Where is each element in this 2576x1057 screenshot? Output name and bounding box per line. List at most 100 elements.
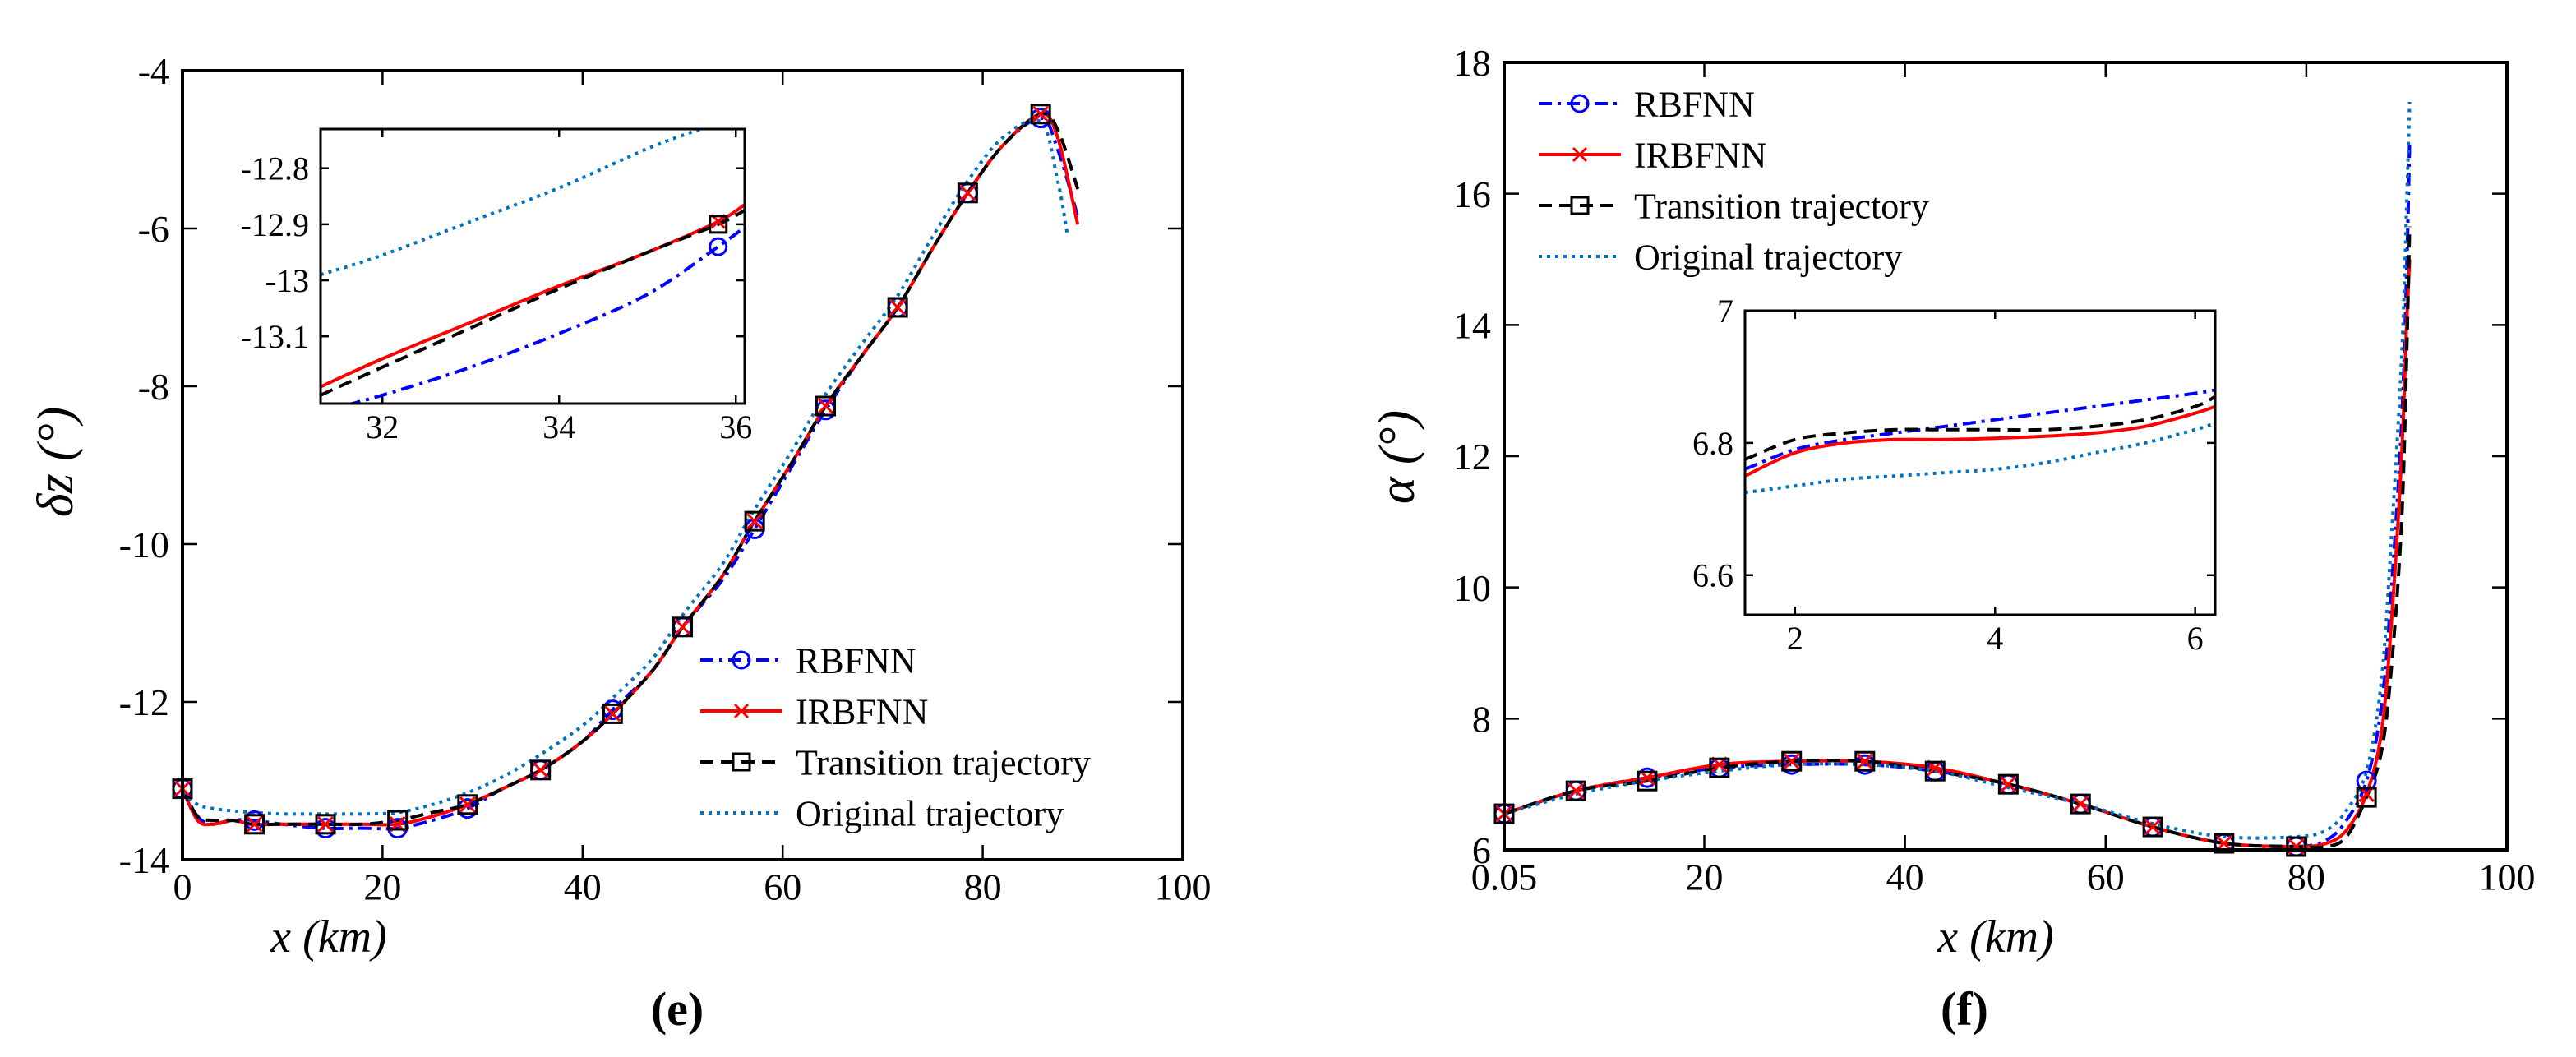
- panel-f-marker-irbfnn-4-stroke-b: [1783, 753, 1800, 770]
- panel-e-line-transition-trajectory: [182, 112, 1080, 827]
- panel-e-label: (e): [651, 982, 704, 1036]
- panel-f-marker-transition-trajectory-10: [2214, 833, 2235, 854]
- panel-f-marker-transition-trajectory-2: [1637, 770, 1658, 792]
- panel-f-marker-transition-trajectory-3: [1709, 757, 1730, 778]
- panel-f-inset-line-original-trajectory: [1745, 421, 2215, 495]
- panel-e-y-tick-label-4: -6: [138, 208, 169, 250]
- panel-e-inset-x-tick-label-0: 32: [366, 408, 399, 445]
- panel-f-marker-irbfnn-8: [2072, 796, 2089, 812]
- panel-f-marker-irbfnn-9-stroke-b: [2144, 819, 2161, 835]
- panel-f-y-axis-label: α (°): [1369, 410, 1425, 504]
- panel-e-x-axis-label: x (km): [270, 912, 386, 962]
- panel-f-inset-x-tick-label-0: 2: [1787, 620, 1803, 657]
- panel-e-inset-y-tick-label-0: -13.1: [241, 318, 309, 355]
- panel-e-marker-irbfnn-8-stroke-b: [746, 513, 763, 530]
- panel-e-marker-irbfnn-10-stroke-b: [889, 299, 907, 316]
- panel-f-y-tick-label-1: 8: [1472, 698, 1491, 740]
- panel-e-marker-irbfnn-12-stroke-b: [1032, 105, 1050, 122]
- panel-e-x-tick-label-2: 40: [564, 865, 602, 907]
- panel-e-marker-transition-trajectory-2: [315, 814, 336, 835]
- panel-f-marker-transition-trajectory-6: [1924, 760, 1946, 782]
- panel-e-inset-x-tick-label-2: 36: [719, 408, 752, 445]
- panel-e-x-tick-label-3: 60: [764, 865, 801, 907]
- panel-f-inset-y-tick-label-1: 6.8: [1692, 425, 1733, 462]
- panel-f-y-tick-label-4: 14: [1453, 304, 1491, 346]
- panel-f-marker-rbfnn-12: [2356, 770, 2377, 792]
- panel-f-marker-transition-trajectory-1: [1565, 780, 1586, 801]
- panel-e-marker-transition-trajectory-3: [387, 810, 409, 831]
- panel-e-marker-irbfnn-1-stroke-b: [246, 815, 263, 833]
- panel-e-inset-line-rbfnn: [346, 225, 745, 404]
- panel-e-inset-frame-top: [319, 127, 746, 405]
- panel-e-x-tick-label-4: 80: [964, 865, 1002, 907]
- panel-e-inset-line-original-trajectory: [321, 129, 701, 277]
- panel-e-inset-marker-transition-trajectory: [709, 215, 728, 234]
- panel-e-inset-y-tick-label-2: -12.9: [241, 206, 309, 243]
- panel-e-inset-marker-rbfnn: [709, 237, 728, 256]
- panel-f-marker-irbfnn-9: [2144, 819, 2161, 835]
- panel-f-x-tick-label-4: 80: [2287, 856, 2325, 898]
- panel-e-marker-irbfnn-1: [246, 815, 263, 833]
- panel-e-marker-transition-trajectory-10: [887, 297, 908, 318]
- panel-f-marker-transition-trajectory-12: [2356, 787, 2377, 808]
- panel-f-inset-x-tick-label-2: 6: [2187, 620, 2204, 657]
- panel-f-line-transition-trajectory: [1504, 226, 2412, 850]
- panel-e-marker-irbfnn-6: [604, 705, 621, 722]
- panel-f-x-tick-label-3: 60: [2087, 856, 2125, 898]
- panel-e-marker-irbfnn-5-stroke-b: [532, 761, 549, 778]
- panel-f-x-tick-label-5: 100: [2479, 856, 2536, 898]
- panel-e-x-tick-label-1: 20: [363, 865, 401, 907]
- panel-e-inset-x-tick-label-1: 34: [542, 408, 575, 445]
- panel-e-legend-label-irbfnn: IRBFNN: [796, 691, 928, 732]
- panel-f-y-tick-label-0: 6: [1472, 829, 1491, 871]
- panel-e-legend-label-transition-trajectory: Transition trajectory: [796, 742, 1091, 782]
- panel-e-marker-transition-trajectory-7: [672, 616, 693, 638]
- panel-f-x-axis-label: x (km): [1937, 912, 2053, 962]
- panel-e-legend-marker-irbfnn: [733, 703, 750, 719]
- panel-f-x-tick-label-2: 40: [1886, 856, 1924, 898]
- panel-e-marker-irbfnn-7-stroke-b: [674, 618, 691, 635]
- panel-e-marker-transition-trajectory-11: [957, 182, 978, 204]
- panel-e-marker-irbfnn-9: [817, 398, 834, 414]
- panel-f-marker-transition-trajectory-11: [2286, 836, 2307, 857]
- panel-f-legend-marker-irbfnn-stroke-b: [1572, 146, 1588, 163]
- panel-e-marker-transition-trajectory-5: [530, 759, 552, 781]
- panel-f-legend-label-rbfnn: RBFNN: [1634, 84, 1755, 124]
- panel-e-inset-y-tick-label-3: -12.8: [241, 150, 309, 187]
- panel-e-y-tick-label-0: -14: [119, 839, 169, 881]
- panel-e-marker-transition-trajectory-6: [602, 703, 623, 724]
- panel-e-chart: 0 20 40 60 80 100 -14 -12 -10 -8 -6 -4 32 34 36 -13.1 -…: [28, 50, 1212, 1036]
- panel-f-marker-irbfnn-1-stroke-b: [1567, 782, 1585, 800]
- panel-e-legend-marker-rbfnn: [732, 650, 751, 670]
- panel-f-inset-line-rbfnn: [1745, 388, 2215, 471]
- panel-e-marker-transition-trajectory-1: [244, 814, 265, 835]
- panel-f-line-original-trajectory: [1504, 101, 2412, 840]
- panel-f-inset-frame: [1743, 309, 2217, 616]
- panel-f-marker-irbfnn-5: [1856, 753, 1873, 770]
- panel-e-marker-irbfnn-4-stroke-b: [459, 796, 476, 813]
- panel-e-marker-irbfnn-7: [674, 618, 691, 635]
- panel-f-legend-label-transition-trajectory: Transition trajectory: [1634, 186, 1929, 226]
- panel-e-marker-irbfnn-11: [959, 184, 976, 201]
- panel-e-marker-transition-trajectory-8: [744, 510, 765, 532]
- panel-f-legend: RBFNN IRBFNN Transition trajectory Original…: [1539, 84, 1929, 277]
- panel-f-marker-transition-trajectory-9: [2142, 816, 2163, 838]
- panel-e-legend: RBFNN IRBFNN Transition trajectory Original…: [700, 640, 1091, 833]
- panel-e-marker-irbfnn-6-stroke-b: [604, 705, 621, 722]
- panel-f-marker-irbfnn-10: [2215, 835, 2232, 852]
- panel-e-frame-top: [181, 69, 1184, 861]
- panel-e-inset-plot: 32 34 36 -13.1 -13 -12.9 -12.8: [241, 127, 752, 445]
- panel-f-marker-irbfnn-8-stroke-b: [2072, 796, 2089, 812]
- panel-e-inset-y-tick-label-1: -13: [265, 262, 309, 299]
- panel-f-marker-irbfnn-4: [1783, 753, 1800, 770]
- panel-e-y-tick-label-1: -12: [119, 681, 169, 723]
- panel-e-inset-frame: [319, 127, 746, 405]
- panel-f-chart: 0.05 20 40 60 80 100 6 8 10 12 14 16 18 2 4 6 6.6 6.8 7 R…: [1369, 42, 2536, 1036]
- panel-e-marker-irbfnn-12: [1032, 105, 1050, 122]
- panel-f-inset-y-tick-label-2: 7: [1717, 293, 1733, 330]
- panel-e-legend-label-original-trajectory: Original trajectory: [796, 793, 1064, 833]
- panel-f-marker-transition-trajectory-8: [2070, 793, 2091, 815]
- panel-f-legend-marker-rbfnn: [1570, 94, 1590, 113]
- panel-f-inset-plot: 2 4 6 6.6 6.8 7: [1692, 293, 2217, 657]
